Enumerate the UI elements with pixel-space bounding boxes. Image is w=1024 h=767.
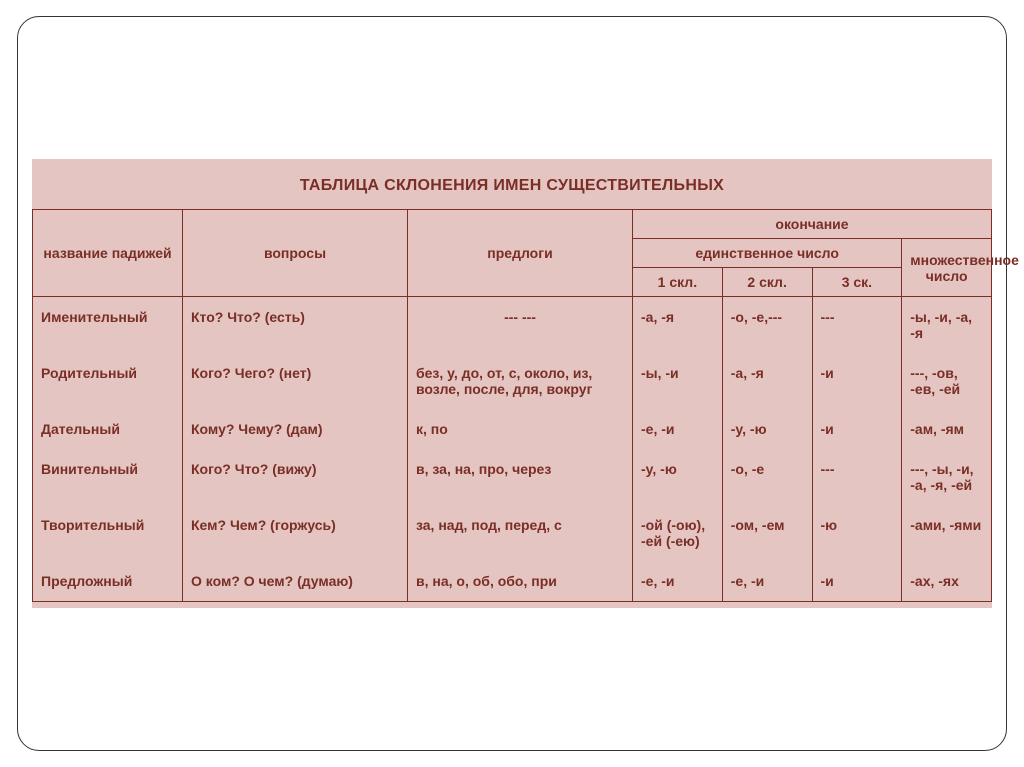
header-ending: окончание [633,210,992,239]
cell-plural: -ам, -ям [902,409,992,449]
table-row: Предложный О ком? О чем? (думаю) в, на, … [33,561,992,602]
cell-prep: --- --- [408,297,633,354]
header-case: название падижей [33,210,183,297]
cell-plural: -ах, -ях [902,561,992,602]
cell-question: Кто? Что? (есть) [183,297,408,354]
table-row: Дательный Кому? Чему? (дам) к, по -е, -и… [33,409,992,449]
cell-skl2: -о, -е [722,449,812,505]
header-questions: вопросы [183,210,408,297]
cell-skl1: -а, -я [633,297,723,354]
cell-plural: ---, -ов, -ев, -ей [902,353,992,409]
cell-skl2: -е, -и [722,561,812,602]
cell-case: Предложный [33,561,183,602]
cell-case: Родительный [33,353,183,409]
cell-plural: -ы, -и, -а, -я [902,297,992,354]
table-body: Именительный Кто? Что? (есть) --- --- -а… [33,297,992,602]
cell-case: Дательный [33,409,183,449]
cell-skl1: -ы, -и [633,353,723,409]
cell-skl2: -а, -я [722,353,812,409]
table-head: название падижей вопросы предлоги оконча… [33,210,992,297]
cell-question: Кому? Чему? (дам) [183,409,408,449]
cell-case: Винительный [33,449,183,505]
cell-skl1: -у, -ю [633,449,723,505]
table-row: Творительный Кем? Чем? (горжусь) за, над… [33,505,992,561]
slide-card: ТАБЛИЦА СКЛОНЕНИЯ ИМЕН СУЩЕСТВИТЕЛЬНЫХ н… [17,16,1007,751]
cell-prep: в, за, на, про, через [408,449,633,505]
cell-skl3: -и [812,353,902,409]
cell-prep: в, на, о, об, обо, при [408,561,633,602]
cell-skl1: -е, -и [633,409,723,449]
cell-case: Именительный [33,297,183,354]
cell-plural: ---, -ы, -и, -а, -я, -ей [902,449,992,505]
cell-plural: -ами, -ями [902,505,992,561]
cell-skl2: -у, -ю [722,409,812,449]
cell-question: Кого? Чего? (нет) [183,353,408,409]
cell-skl3: --- [812,297,902,354]
header-skl3: 3 ск. [812,268,902,297]
content-slab: ТАБЛИЦА СКЛОНЕНИЯ ИМЕН СУЩЕСТВИТЕЛЬНЫХ н… [32,159,992,608]
header-singular: единственное число [633,239,902,268]
cell-skl3: -и [812,409,902,449]
cell-skl2: -о, -е,--- [722,297,812,354]
cell-case: Творительный [33,505,183,561]
header-plural: множественное число [902,239,992,297]
cell-skl3: -и [812,561,902,602]
cell-prep: без, у, до, от, с, около, из, возле, пос… [408,353,633,409]
cell-skl1: -е, -и [633,561,723,602]
cell-question: Кого? Что? (вижу) [183,449,408,505]
cell-question: Кем? Чем? (горжусь) [183,505,408,561]
cell-prep: к, по [408,409,633,449]
table-row: Винительный Кого? Что? (вижу) в, за, на,… [33,449,992,505]
declension-table: название падижей вопросы предлоги оконча… [32,209,992,602]
table-row: Именительный Кто? Что? (есть) --- --- -а… [33,297,992,354]
cell-skl3: -ю [812,505,902,561]
table-row: Родительный Кого? Чего? (нет) без, у, до… [33,353,992,409]
cell-skl3: --- [812,449,902,505]
table-title: ТАБЛИЦА СКЛОНЕНИЯ ИМЕН СУЩЕСТВИТЕЛЬНЫХ [32,177,992,195]
cell-skl1: -ой (-ою), -ей (-ею) [633,505,723,561]
header-skl1: 1 скл. [633,268,723,297]
cell-question: О ком? О чем? (думаю) [183,561,408,602]
cell-prep: за, над, под, перед, с [408,505,633,561]
header-skl2: 2 скл. [722,268,812,297]
header-prepositions: предлоги [408,210,633,297]
cell-skl2: -ом, -ем [722,505,812,561]
